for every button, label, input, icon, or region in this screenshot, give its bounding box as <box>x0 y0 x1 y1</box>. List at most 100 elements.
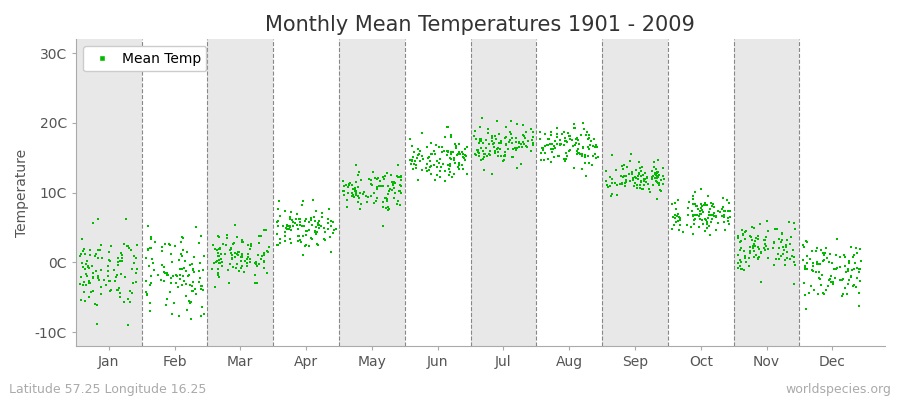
Point <box>489 135 503 142</box>
Point <box>447 160 462 166</box>
Point <box>688 200 703 207</box>
Point <box>516 132 530 138</box>
Point <box>693 208 707 214</box>
Point <box>157 278 171 284</box>
Point <box>115 258 130 264</box>
Point <box>845 267 859 274</box>
Point <box>580 153 595 160</box>
Point <box>81 263 95 270</box>
Point <box>213 256 228 262</box>
Point <box>178 258 193 264</box>
Point <box>243 246 257 252</box>
Point <box>410 152 425 158</box>
Point <box>143 245 157 251</box>
Point <box>782 256 796 263</box>
Point <box>682 199 697 206</box>
Point <box>743 234 758 241</box>
Point <box>351 193 365 199</box>
Point <box>625 168 639 175</box>
Point <box>518 135 533 141</box>
Point <box>814 247 828 253</box>
Point <box>360 199 374 205</box>
Point <box>310 241 325 248</box>
Point <box>296 233 310 239</box>
Point <box>605 176 619 182</box>
Point <box>91 254 105 261</box>
Point <box>163 288 177 295</box>
Point <box>339 182 354 188</box>
Point <box>571 150 585 157</box>
Point <box>649 178 663 184</box>
Point <box>757 237 771 243</box>
Point <box>376 182 391 189</box>
Point <box>733 263 747 269</box>
Point <box>183 298 197 304</box>
Point <box>540 142 554 148</box>
Point <box>672 214 687 221</box>
Bar <box>602 39 668 346</box>
Point <box>284 208 299 215</box>
Point <box>634 173 648 180</box>
Point <box>668 212 682 218</box>
Point <box>849 244 863 251</box>
Point <box>689 203 704 209</box>
Point <box>623 157 637 164</box>
Point <box>670 211 685 218</box>
Point <box>692 224 706 230</box>
Title: Monthly Mean Temperatures 1901 - 2009: Monthly Mean Temperatures 1901 - 2009 <box>266 15 696 35</box>
Point <box>147 266 161 273</box>
Point <box>800 238 814 245</box>
Point <box>415 130 429 136</box>
Point <box>165 259 179 265</box>
Point <box>120 243 134 249</box>
Point <box>386 181 400 187</box>
Point <box>210 247 224 254</box>
Point <box>638 176 652 182</box>
Point <box>852 265 867 272</box>
Point <box>370 184 384 190</box>
Point <box>408 157 422 164</box>
Point <box>561 130 575 136</box>
Point <box>568 124 582 131</box>
Point <box>452 166 466 172</box>
Point <box>436 148 451 154</box>
Point <box>752 220 767 227</box>
Point <box>446 149 461 155</box>
Point <box>806 267 820 274</box>
Point <box>706 201 720 207</box>
Point <box>490 145 504 152</box>
Bar <box>339 39 405 346</box>
Point <box>194 283 208 290</box>
Point <box>391 174 405 180</box>
Point <box>653 176 668 183</box>
Point <box>825 281 840 287</box>
Point <box>248 280 262 286</box>
Point <box>380 198 394 205</box>
Point <box>475 148 490 154</box>
Point <box>311 222 326 228</box>
Point <box>694 201 708 208</box>
Point <box>158 302 173 308</box>
Point <box>841 268 855 274</box>
Point <box>656 176 670 182</box>
Point <box>293 216 308 222</box>
Point <box>211 250 225 256</box>
Point <box>141 246 156 253</box>
Point <box>474 157 489 164</box>
Point <box>494 138 508 144</box>
Point <box>188 286 202 292</box>
Point <box>822 277 836 284</box>
Point <box>101 273 115 279</box>
Point <box>184 299 198 305</box>
Point <box>588 150 602 157</box>
Point <box>635 186 650 192</box>
Point <box>308 228 322 234</box>
Point <box>111 255 125 262</box>
Point <box>280 222 294 228</box>
Point <box>498 135 512 141</box>
Point <box>157 264 171 270</box>
Point <box>427 148 441 154</box>
Point <box>343 180 357 186</box>
Point <box>108 278 122 284</box>
Point <box>104 287 119 293</box>
